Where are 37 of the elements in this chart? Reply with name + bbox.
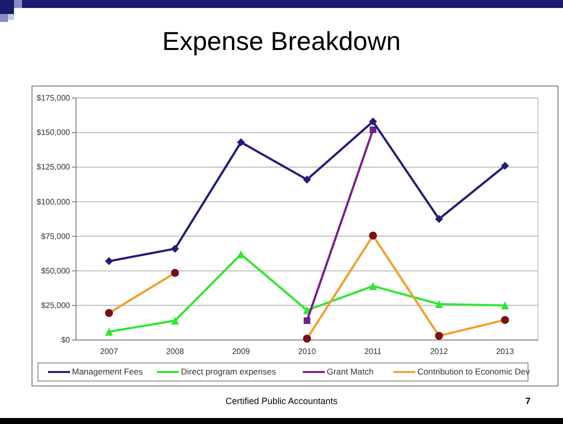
text: 7	[525, 396, 531, 406]
y-tick-label: $25,000	[41, 300, 71, 310]
legend-label: Management Fees	[72, 366, 143, 377]
point	[501, 301, 509, 310]
legend-label: Grant Match	[326, 366, 374, 377]
y-tick-label: $0	[61, 336, 71, 345]
text: Certified Public Accountants	[225, 396, 338, 406]
x-tick-label: 2008	[166, 347, 184, 356]
y-tick-label: $75,000	[41, 232, 71, 241]
y-tick-label: $50,000	[41, 266, 71, 276]
point	[105, 257, 113, 266]
legend-label: Direct program expenses	[181, 366, 276, 377]
point	[369, 282, 377, 290]
x-tick-label: 2011	[364, 347, 382, 356]
point	[304, 317, 310, 324]
y-tick-label: $150,000	[36, 128, 71, 138]
x-tick-label: 2010	[298, 347, 316, 356]
point	[435, 215, 443, 223]
point	[501, 162, 509, 170]
chart-title: Expense Breakdown	[162, 26, 401, 56]
point	[369, 118, 377, 126]
x-tick-label: 2009	[232, 347, 250, 356]
point	[435, 300, 443, 308]
y-tick-label: $100,000	[36, 197, 71, 206]
point	[171, 244, 179, 253]
x-tick-label: 2012	[430, 347, 448, 356]
point	[303, 176, 311, 184]
y-tick-label: $175,000	[36, 94, 71, 103]
legend-label: Contribution to Economic Dev	[417, 366, 531, 377]
point	[237, 250, 245, 258]
y-tick-label: $125,000	[36, 162, 71, 172]
point	[171, 316, 179, 325]
point	[237, 138, 245, 146]
point	[370, 126, 376, 134]
x-tick-label: 2013	[496, 347, 514, 356]
point	[105, 328, 113, 336]
x-tick-label: 2007	[100, 347, 118, 356]
